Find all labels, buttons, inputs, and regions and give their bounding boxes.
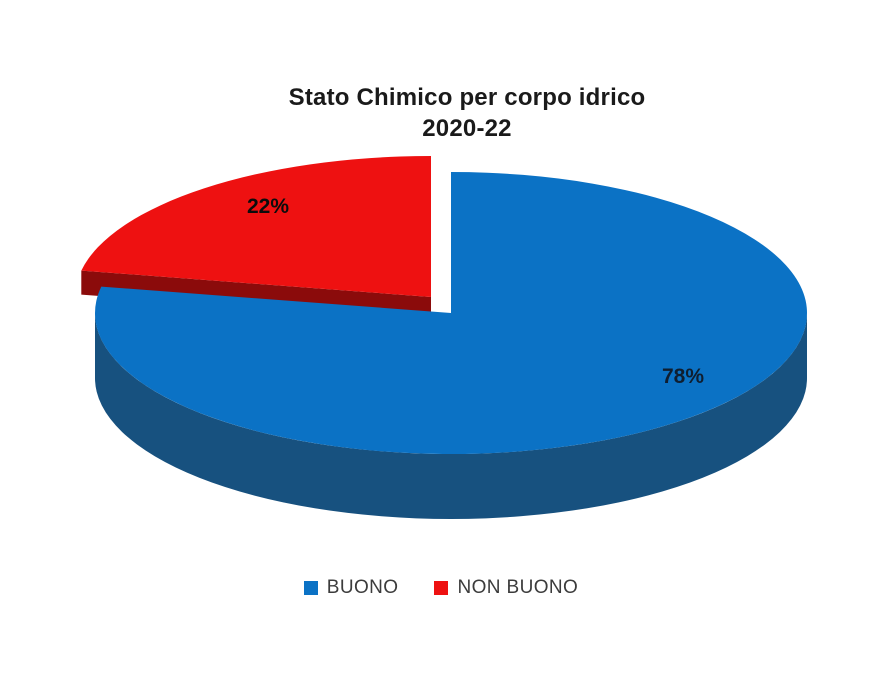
chart-title: Stato Chimico per corpo idrico 2020-22 bbox=[289, 82, 646, 144]
pie-slice-buono bbox=[95, 172, 808, 455]
legend-item-buono: BUONO bbox=[303, 577, 399, 599]
data-label-nonbuono: 22% bbox=[246, 195, 290, 218]
chart-title-line1: Stato Chimico per corpo idrico bbox=[288, 84, 646, 111]
data-label-buono: 78% bbox=[661, 365, 705, 388]
legend: BUONO NON BUONO bbox=[0, 577, 882, 599]
pie-side-buono bbox=[95, 313, 807, 519]
legend-swatch-buono-icon bbox=[303, 581, 318, 595]
legend-label-buono: BUONO bbox=[326, 577, 399, 598]
pie-slice-nonbuono bbox=[81, 155, 432, 297]
legend-label-nonbuono: NON BUONO bbox=[457, 577, 579, 598]
legend-swatch-nonbuono-icon bbox=[434, 581, 449, 595]
legend-item-nonbuono: NON BUONO bbox=[434, 577, 578, 599]
chart-title-line2: 2020-22 bbox=[422, 115, 512, 142]
